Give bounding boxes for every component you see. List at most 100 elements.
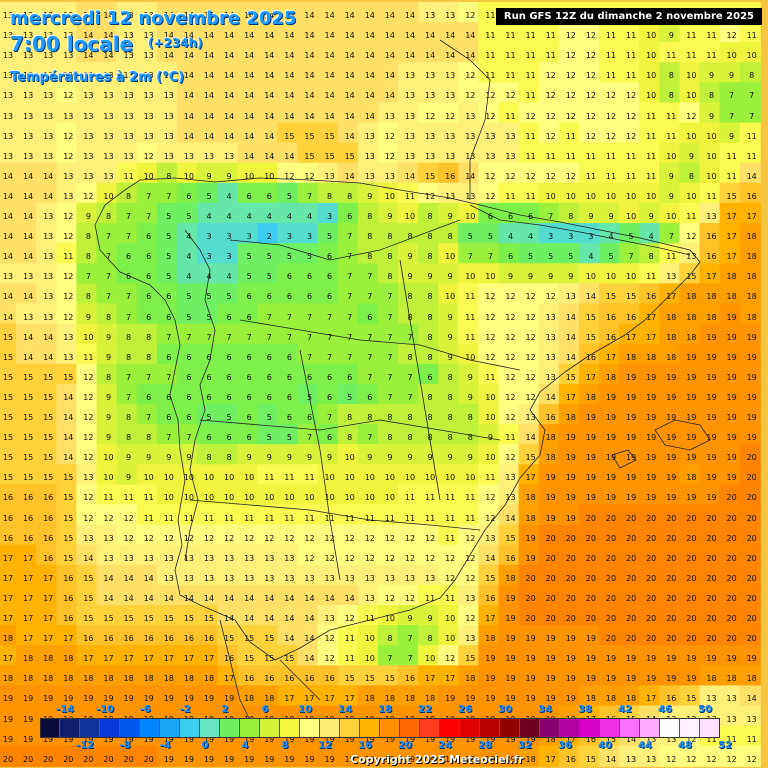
temperature-value: 13: [23, 312, 34, 322]
temperature-value: 10: [244, 171, 255, 181]
temperature-value: 20: [605, 634, 617, 644]
temperature-cell: [136, 22, 158, 44]
temperature-value: 8: [85, 292, 91, 302]
temperature-value: 12: [686, 232, 697, 242]
temperature-cell: [297, 142, 319, 164]
temperature-value: 6: [528, 212, 534, 221]
temperature-value: 9: [447, 352, 453, 362]
temperature-value: 19: [605, 453, 617, 463]
temperature-value: 10: [344, 473, 355, 483]
temperature-value: 14: [465, 51, 476, 61]
temperature-value: 6: [266, 191, 272, 201]
temperature-value: 19: [545, 694, 556, 704]
temperature-cell: [56, 162, 78, 184]
temperature-value: 12: [505, 292, 516, 302]
legend-tick-label: 24: [438, 740, 452, 751]
temperature-value: 16: [264, 674, 275, 684]
temperature-value: 19: [224, 754, 235, 764]
temperature-value: 12: [545, 91, 556, 101]
legend-tick-label: 20: [398, 740, 412, 751]
temperature-cell: [116, 162, 138, 184]
temperature-value: 19: [505, 674, 516, 684]
temperature-value: 11: [304, 473, 315, 483]
temperature-cell: [739, 202, 761, 224]
temperature-value: 3: [306, 232, 313, 242]
temperature-value: 11: [264, 513, 275, 523]
temperature-value: 15: [626, 292, 637, 302]
temperature-value: 13: [183, 553, 194, 563]
temperature-value: 13: [143, 553, 154, 563]
temperature-value: 9: [146, 453, 152, 463]
temperature-cell: [619, 182, 641, 204]
temperature-value: 20: [585, 593, 596, 603]
temperature-value: 18: [666, 332, 677, 342]
temperature-value: 8: [126, 413, 132, 422]
temperature-cell: [317, 102, 339, 124]
temperature-cell: [237, 102, 259, 124]
temperature-cell: [16, 1, 38, 24]
temperature-value: 12: [525, 111, 536, 121]
temperature-cell: [96, 62, 118, 84]
temperature-cell: [176, 142, 198, 164]
temperature-cell: [156, 223, 178, 245]
temperature-cell: [277, 182, 299, 204]
temperature-value: 11: [646, 151, 657, 161]
temperature-value: 14: [63, 392, 74, 402]
temperature-value: 17: [2, 654, 14, 664]
temperature-value: 19: [746, 433, 757, 443]
temperature-value: 19: [485, 674, 496, 684]
temperature-cell: [418, 202, 440, 224]
temperature-value: 13: [264, 573, 275, 583]
temperature-value: 7: [146, 212, 152, 221]
temperature-cell: [16, 162, 38, 184]
temperature-value: 9: [407, 614, 413, 623]
temperature-cell: [619, 142, 641, 164]
temperature-value: 20: [545, 533, 556, 543]
temperature-value: 5: [166, 232, 172, 242]
temperature-value: 6: [246, 392, 252, 402]
temperature-value: 15: [123, 614, 134, 623]
temperature-value: 19: [626, 392, 637, 402]
temperature-value: 18: [465, 674, 476, 684]
temperature-cell: [257, 1, 279, 24]
temperature-value: 12: [344, 614, 355, 623]
temperature-value: 13: [465, 191, 476, 201]
temperature-value: 9: [126, 453, 132, 463]
temperature-value: 16: [304, 674, 315, 684]
temperature-cell: [337, 162, 359, 184]
temperature-value: 13: [163, 151, 174, 161]
legend-tick-label: -10: [95, 704, 115, 715]
temperature-value: 15: [103, 614, 114, 623]
temperature-value: 19: [525, 694, 536, 704]
temperature-value: 17: [605, 352, 617, 362]
temperature-value: 12: [706, 754, 717, 764]
temperature-value: 14: [244, 151, 255, 161]
temperature-value: 18: [425, 694, 436, 704]
temperature-value: 20: [83, 754, 94, 764]
temperature-value: 19: [726, 413, 737, 422]
temperature-value: 19: [646, 372, 657, 382]
temperature-value: 17: [43, 593, 54, 603]
temperature-value: 6: [166, 352, 172, 362]
temperature-value: 15: [244, 654, 255, 664]
temperature-value: 10: [626, 212, 637, 221]
temperature-value: 20: [646, 553, 657, 563]
temperature-cell: [297, 1, 319, 24]
temperature-value: 19: [605, 674, 617, 684]
temperature-value: 13: [445, 191, 456, 201]
temperature-value: 13: [2, 151, 14, 161]
temperature-value: 7: [306, 191, 313, 201]
temperature-value: 20: [43, 754, 54, 764]
temperature-cell: [518, 82, 540, 104]
temperature-value: 12: [83, 191, 94, 201]
temperature-value: 15: [2, 392, 14, 402]
temperature-cell: [196, 102, 218, 124]
temperature-cell: [317, 142, 339, 164]
temperature-value: 8: [648, 252, 654, 262]
temperature-value: 13: [485, 131, 496, 141]
temperature-value: 11: [465, 513, 476, 523]
temperature-cell: [337, 202, 359, 224]
temperature-value: 18: [103, 674, 114, 684]
temperature-value: 10: [465, 272, 476, 282]
temperature-value: 9: [729, 131, 735, 141]
